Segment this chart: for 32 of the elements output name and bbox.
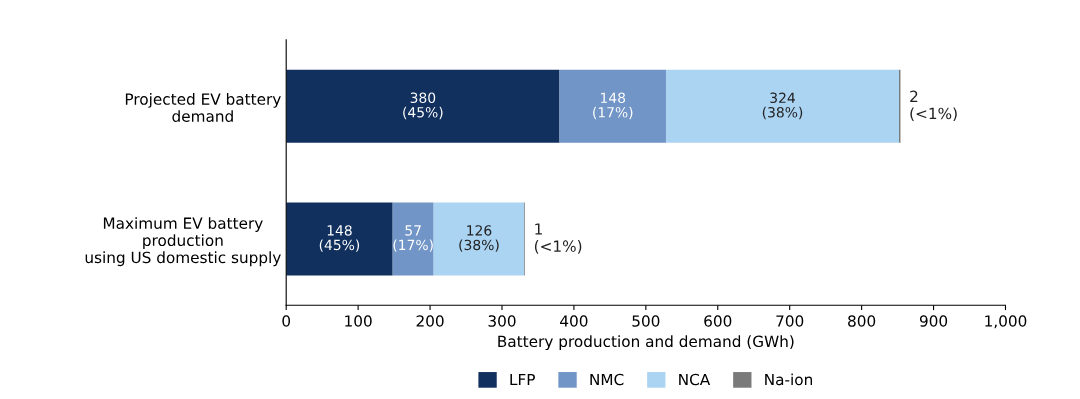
bar [433, 202, 525, 276]
legend-label: NCA [679, 373, 711, 386]
bar [286, 69, 560, 143]
y-tick-label: Projected EV battery demand [125, 93, 281, 122]
bar [665, 69, 900, 143]
x-tick-label: 200 [416, 315, 444, 327]
x-tick-label: 700 [776, 315, 804, 327]
legend-label: NMC [590, 373, 624, 386]
x-tick-label: 100 [345, 315, 372, 327]
y-tick-label: Maximum EV battery production using US domestic supply [85, 217, 281, 267]
data-label: 148 (45%) [319, 225, 360, 252]
data-label: 2 (<1%) [910, 90, 957, 122]
x-tick-label: 800 [848, 315, 876, 327]
bar [559, 69, 666, 143]
data-label: 148 (17%) [593, 92, 633, 120]
legend-label: LFP [510, 373, 535, 386]
x-tick-label: 500 [632, 315, 660, 327]
x-tick-label: 900 [919, 315, 948, 327]
data-label: 380 (45%) [403, 92, 443, 120]
data-label: 126 (38%) [459, 225, 499, 252]
x-tick-label: 600 [704, 315, 732, 327]
x-axis-title: Battery production and demand (GWh) [498, 335, 794, 351]
data-label: 1 (<1%) [534, 223, 582, 254]
bar [286, 202, 393, 276]
data-label: 57 (17%) [393, 225, 433, 252]
x-tick-label: 400 [560, 315, 588, 327]
x-tick-label: 300 [488, 315, 516, 327]
legend-label: Na-ion [765, 373, 812, 386]
bar [392, 202, 434, 276]
x-tick-label: 1,000 [985, 315, 1027, 329]
x-tick-label: 0 [282, 315, 291, 327]
data-label: 324 (38%) [762, 92, 803, 120]
